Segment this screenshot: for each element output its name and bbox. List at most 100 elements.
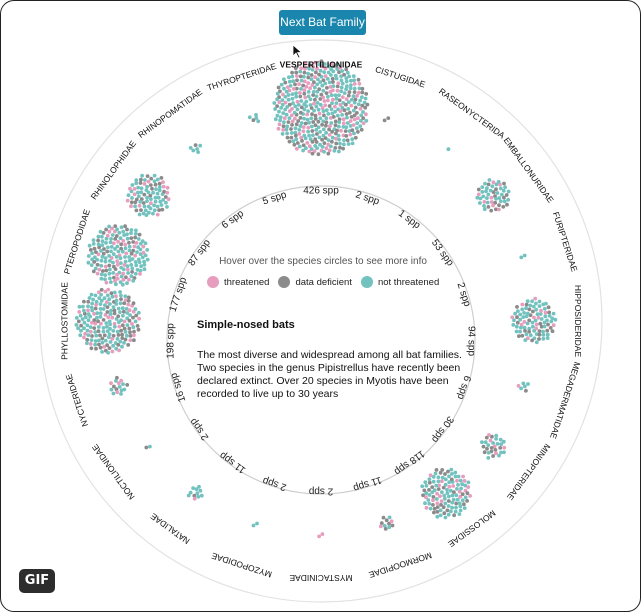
species-dot[interactable] bbox=[108, 267, 112, 272]
species-dot[interactable] bbox=[448, 488, 453, 493]
species-dot[interactable] bbox=[107, 224, 111, 229]
species-dot[interactable] bbox=[361, 121, 366, 126]
species-dot[interactable] bbox=[295, 78, 299, 83]
species-dot[interactable] bbox=[131, 315, 135, 320]
species-dot[interactable] bbox=[345, 84, 349, 89]
species-dot[interactable] bbox=[96, 234, 101, 239]
species-dot[interactable] bbox=[502, 199, 507, 204]
species-dot[interactable] bbox=[526, 382, 530, 386]
species-dot[interactable] bbox=[495, 191, 500, 195]
species-dot[interactable] bbox=[463, 483, 468, 488]
species-dot[interactable] bbox=[521, 381, 526, 386]
species-dot[interactable] bbox=[100, 239, 105, 244]
species-dot[interactable] bbox=[287, 102, 292, 107]
species-dot[interactable] bbox=[125, 264, 130, 268]
species-dot[interactable] bbox=[353, 135, 358, 140]
species-dot[interactable] bbox=[344, 97, 349, 101]
species-dot[interactable] bbox=[295, 107, 300, 112]
species-dot[interactable] bbox=[136, 310, 141, 315]
species-dot[interactable] bbox=[511, 323, 516, 327]
species-dot[interactable] bbox=[155, 191, 160, 196]
species-dot[interactable] bbox=[121, 271, 126, 276]
species-dot[interactable] bbox=[344, 102, 348, 107]
species-dot[interactable] bbox=[320, 83, 325, 88]
species-dot[interactable] bbox=[74, 316, 79, 320]
species-dot[interactable] bbox=[452, 490, 456, 494]
species-dot[interactable] bbox=[114, 298, 119, 303]
species-dot[interactable] bbox=[518, 329, 522, 334]
species-dot[interactable] bbox=[335, 62, 340, 67]
species-dot[interactable] bbox=[311, 133, 315, 138]
species-dot[interactable] bbox=[101, 307, 106, 311]
species-dot[interactable] bbox=[349, 78, 353, 83]
species-dot[interactable] bbox=[495, 442, 500, 446]
species-dot[interactable] bbox=[331, 115, 336, 119]
species-dot[interactable] bbox=[524, 388, 528, 393]
species-dot[interactable] bbox=[130, 266, 135, 271]
species-dot[interactable] bbox=[307, 120, 311, 125]
species-dot[interactable] bbox=[546, 322, 550, 327]
species-dot[interactable] bbox=[98, 333, 102, 338]
species-dot[interactable] bbox=[161, 198, 166, 202]
species-dot[interactable] bbox=[104, 241, 108, 245]
species-dot[interactable] bbox=[102, 344, 107, 349]
species-dot[interactable] bbox=[125, 383, 130, 387]
species-dot[interactable] bbox=[286, 97, 291, 102]
species-dot[interactable] bbox=[108, 340, 113, 344]
species-dot[interactable] bbox=[545, 336, 550, 340]
species-dot[interactable] bbox=[449, 509, 453, 514]
species-dot[interactable] bbox=[100, 234, 104, 239]
species-dot[interactable] bbox=[434, 468, 439, 472]
species-dot[interactable] bbox=[329, 73, 333, 77]
species-dot[interactable] bbox=[94, 299, 99, 304]
species-dot[interactable] bbox=[115, 329, 120, 334]
species-dot[interactable] bbox=[294, 122, 299, 127]
species-dot[interactable] bbox=[475, 195, 480, 200]
species-dot[interactable] bbox=[307, 66, 311, 71]
species-dot[interactable] bbox=[106, 315, 111, 320]
species-dot[interactable] bbox=[298, 69, 303, 74]
species-dot[interactable] bbox=[347, 90, 352, 94]
species-dot[interactable] bbox=[537, 299, 542, 304]
species-dot[interactable] bbox=[166, 197, 171, 202]
species-dot[interactable] bbox=[95, 315, 99, 320]
species-dot[interactable] bbox=[491, 203, 495, 208]
species-dot[interactable] bbox=[128, 313, 133, 317]
species-dot[interactable] bbox=[120, 336, 125, 340]
species-dot[interactable] bbox=[91, 297, 95, 302]
species-dot[interactable] bbox=[307, 149, 312, 154]
species-dot[interactable] bbox=[116, 239, 120, 244]
species-dot[interactable] bbox=[290, 92, 295, 96]
species-dot[interactable] bbox=[352, 113, 357, 118]
species-dot[interactable] bbox=[137, 260, 142, 265]
species-dot[interactable] bbox=[524, 302, 529, 307]
species-dot[interactable] bbox=[346, 107, 351, 111]
species-dot[interactable] bbox=[302, 79, 307, 84]
species-dot[interactable] bbox=[315, 101, 320, 105]
species-dot[interactable] bbox=[361, 116, 366, 120]
species-dot[interactable] bbox=[139, 208, 143, 213]
species-dot[interactable] bbox=[494, 187, 498, 192]
species-dot[interactable] bbox=[321, 119, 326, 124]
species-dot[interactable] bbox=[118, 339, 123, 344]
species-dot[interactable] bbox=[138, 272, 142, 276]
species-dot[interactable] bbox=[358, 98, 363, 103]
species-dot[interactable] bbox=[306, 90, 311, 94]
species-dot[interactable] bbox=[88, 325, 93, 329]
species-dot[interactable] bbox=[443, 477, 448, 482]
species-dot[interactable] bbox=[316, 119, 321, 124]
species-dot[interactable] bbox=[79, 323, 83, 328]
species-dot[interactable] bbox=[318, 116, 323, 121]
species-dot[interactable] bbox=[113, 247, 117, 251]
species-dot[interactable] bbox=[534, 307, 539, 312]
species-dot[interactable] bbox=[83, 315, 88, 320]
species-dot[interactable] bbox=[100, 243, 105, 248]
species-dot[interactable] bbox=[435, 509, 440, 514]
species-dot[interactable] bbox=[140, 173, 145, 178]
species-dot[interactable] bbox=[303, 62, 308, 66]
species-dot[interactable] bbox=[99, 272, 104, 277]
species-dot[interactable] bbox=[537, 304, 542, 308]
species-dot[interactable] bbox=[321, 78, 326, 83]
next-bat-family-button[interactable]: Next Bat Family bbox=[279, 10, 366, 35]
species-dot[interactable] bbox=[111, 252, 116, 256]
